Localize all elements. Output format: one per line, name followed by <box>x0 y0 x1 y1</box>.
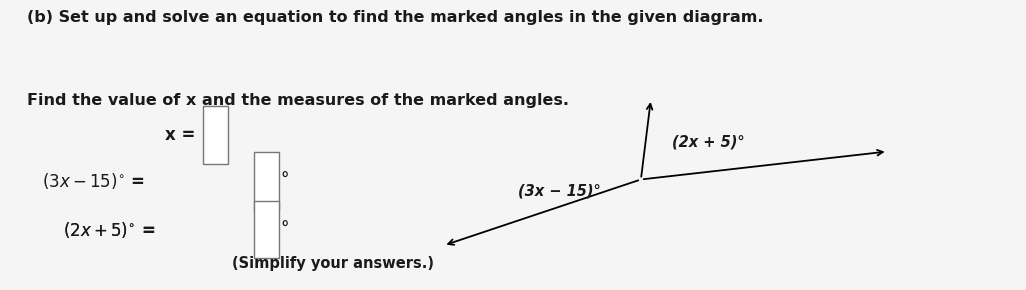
Text: x =: x = <box>165 126 201 144</box>
Text: $(3x-15)^{\circ}$ =: $(3x-15)^{\circ}$ = <box>42 171 147 191</box>
Text: $(2x+5)^{\circ}$ =: $(2x+5)^{\circ}$ = <box>63 220 157 240</box>
Text: $(2x+5)^{\circ}$ =: $(2x+5)^{\circ}$ = <box>63 220 157 240</box>
Text: (Simplify your answers.): (Simplify your answers.) <box>232 256 434 271</box>
Text: (2x + 5)°: (2x + 5)° <box>672 135 744 150</box>
FancyBboxPatch shape <box>203 106 228 164</box>
Text: Find the value of x and the measures of the marked angles.: Find the value of x and the measures of … <box>27 93 569 108</box>
Text: (3x − 15)°: (3x − 15)° <box>518 184 601 198</box>
FancyBboxPatch shape <box>254 201 279 258</box>
FancyBboxPatch shape <box>254 152 279 210</box>
Text: (b) Set up and solve an equation to find the marked angles in the given diagram.: (b) Set up and solve an equation to find… <box>27 10 763 25</box>
Text: °: ° <box>281 172 289 190</box>
Text: °: ° <box>281 221 289 239</box>
